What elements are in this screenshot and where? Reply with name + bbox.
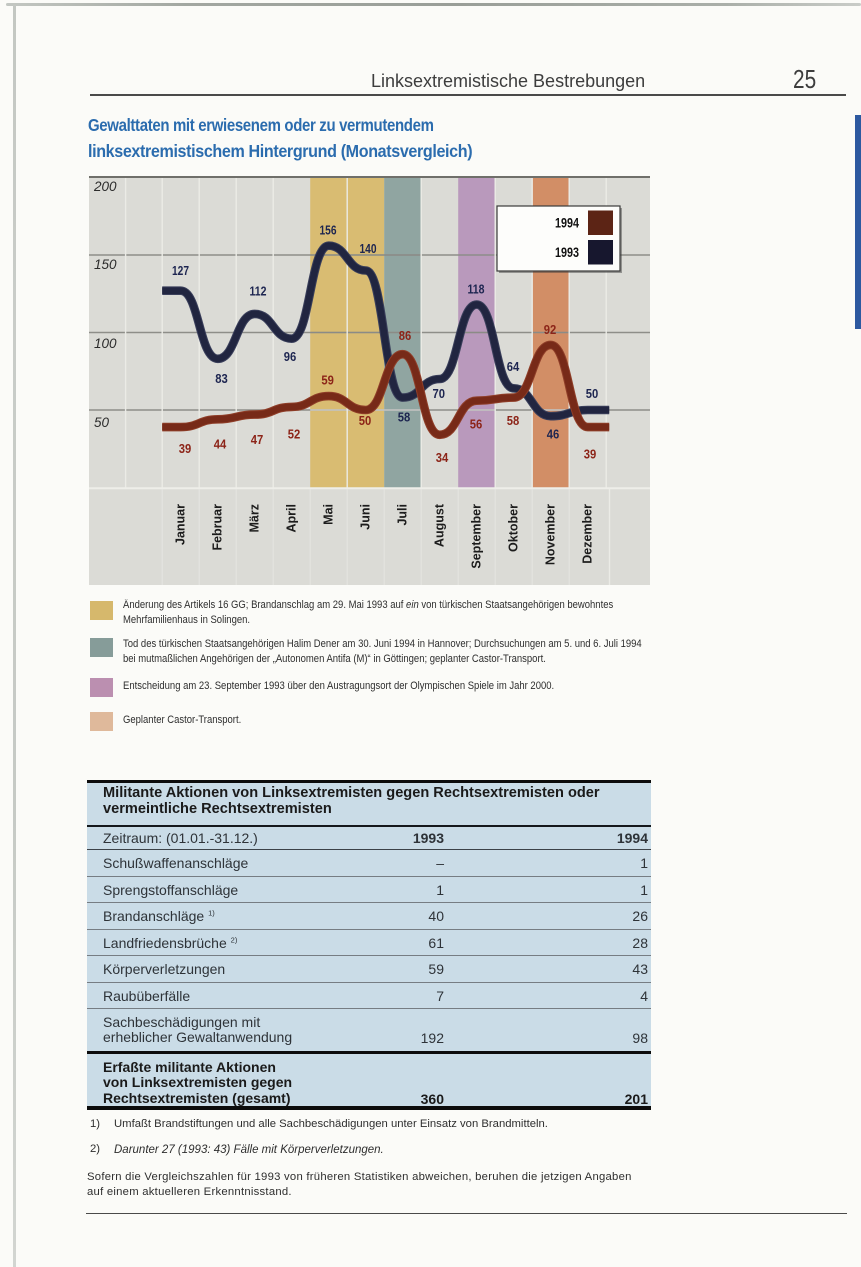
svg-text:140: 140 xyxy=(360,242,377,256)
svg-text:Januar: Januar xyxy=(174,504,188,545)
svg-text:Mai: Mai xyxy=(322,504,336,525)
svg-text:September: September xyxy=(470,504,484,569)
svg-text:46: 46 xyxy=(547,428,560,442)
svg-text:156: 156 xyxy=(320,224,337,238)
svg-text:112: 112 xyxy=(250,285,267,299)
svg-text:50: 50 xyxy=(359,414,372,428)
svg-text:92: 92 xyxy=(544,323,557,337)
svg-text:August: August xyxy=(433,503,447,547)
svg-text:34: 34 xyxy=(436,451,449,465)
svg-text:52: 52 xyxy=(288,428,301,442)
svg-text:118: 118 xyxy=(468,283,485,297)
svg-text:44: 44 xyxy=(214,438,227,452)
svg-text:56: 56 xyxy=(470,418,483,432)
svg-text:150: 150 xyxy=(94,257,117,272)
svg-text:März: März xyxy=(248,504,262,532)
svg-text:November: November xyxy=(544,504,558,565)
svg-text:Dezember: Dezember xyxy=(581,504,595,564)
svg-text:April: April xyxy=(285,504,299,532)
svg-text:86: 86 xyxy=(399,329,412,343)
svg-text:59: 59 xyxy=(321,374,334,388)
svg-text:70: 70 xyxy=(433,387,446,401)
svg-text:1994: 1994 xyxy=(555,216,579,231)
svg-text:64: 64 xyxy=(507,360,520,374)
svg-text:100: 100 xyxy=(94,336,117,351)
svg-text:83: 83 xyxy=(215,372,228,386)
svg-text:39: 39 xyxy=(179,442,192,456)
svg-text:200: 200 xyxy=(93,179,117,194)
svg-text:39: 39 xyxy=(584,448,597,462)
svg-text:Juli: Juli xyxy=(396,504,410,526)
svg-text:1993: 1993 xyxy=(555,245,579,260)
svg-text:50: 50 xyxy=(586,387,599,401)
svg-text:96: 96 xyxy=(284,350,297,364)
svg-text:58: 58 xyxy=(507,414,520,428)
svg-text:Juni: Juni xyxy=(359,504,373,530)
svg-text:Februar: Februar xyxy=(211,504,225,551)
svg-text:Oktober: Oktober xyxy=(507,504,521,552)
svg-text:47: 47 xyxy=(251,433,264,447)
svg-text:50: 50 xyxy=(94,415,110,430)
svg-text:58: 58 xyxy=(398,411,411,425)
svg-text:127: 127 xyxy=(172,264,189,278)
